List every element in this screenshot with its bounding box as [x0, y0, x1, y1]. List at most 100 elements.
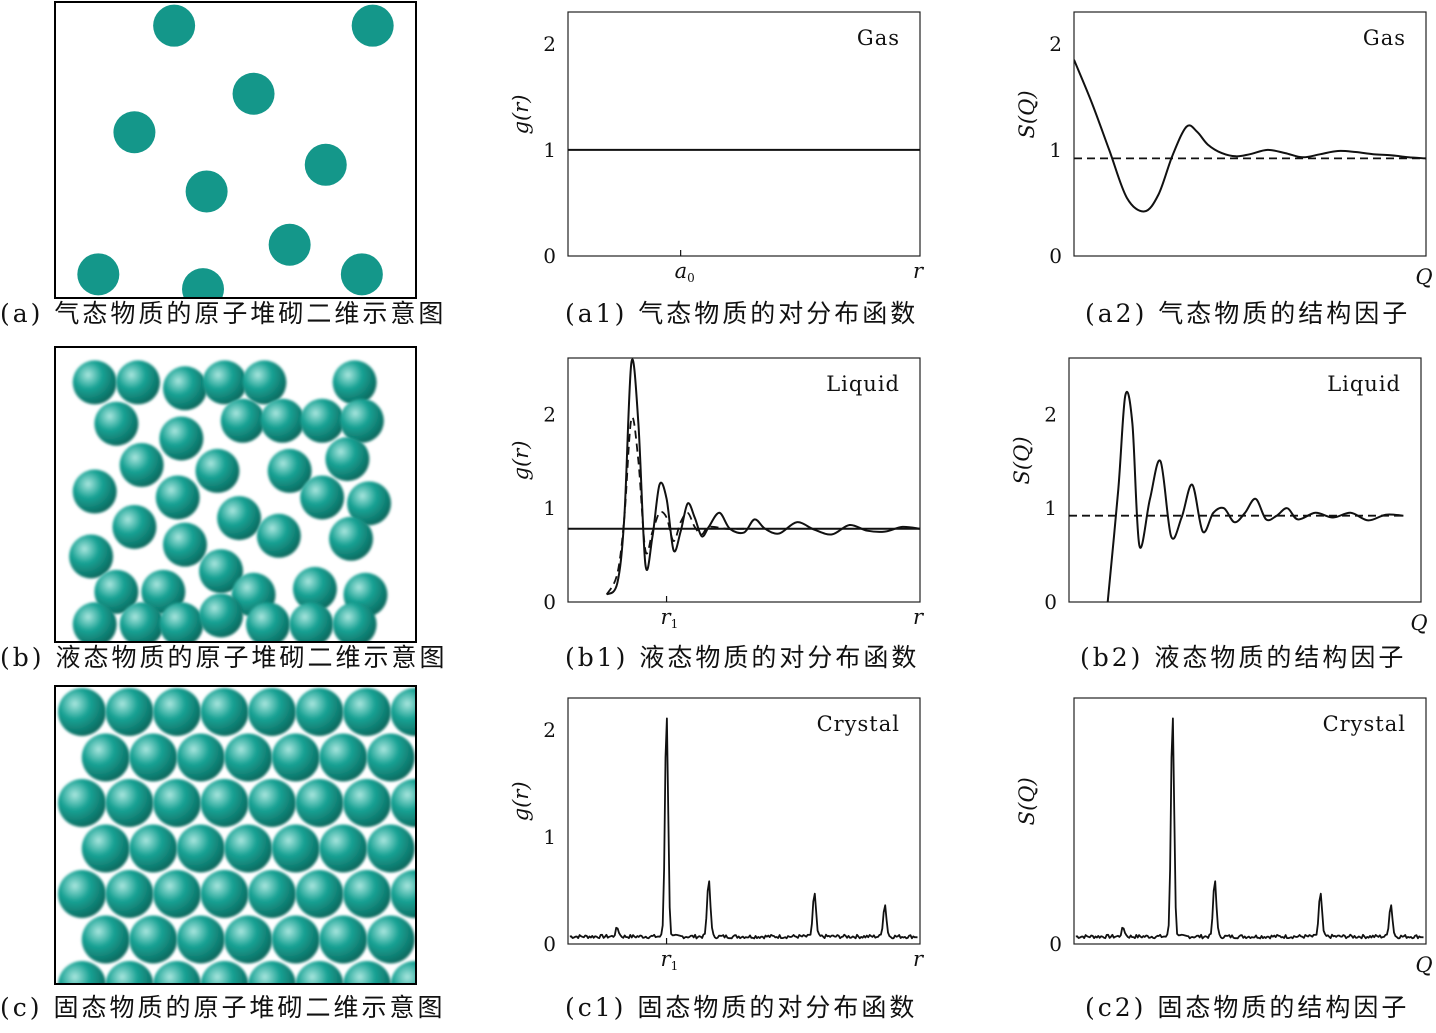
atom — [162, 522, 207, 567]
atom — [141, 569, 186, 614]
x-axis-label: Q — [1415, 265, 1432, 289]
atom — [271, 733, 320, 782]
atom — [200, 961, 249, 983]
atom — [366, 824, 415, 873]
series-line-0 — [1075, 717, 1424, 940]
atom — [69, 534, 114, 579]
atom — [245, 602, 290, 641]
y-axis-label: S(Q) — [1015, 90, 1039, 138]
chart-caption: (a1) 气态物质的对分布函数 — [565, 299, 918, 328]
atom — [271, 915, 320, 964]
atom — [390, 961, 415, 983]
atom — [162, 366, 207, 411]
series-line-0 — [1074, 59, 1426, 213]
atom — [153, 688, 201, 736]
atom — [260, 398, 305, 443]
atom — [112, 504, 157, 549]
series-line-1 — [605, 416, 745, 595]
atom — [242, 360, 287, 405]
atom — [153, 4, 196, 47]
atom — [119, 602, 164, 641]
atom — [119, 443, 164, 487]
atom — [58, 688, 106, 736]
charts-layer: 012g(r)ra0Gas012S(Q)QGas012g(r)rr1Liquid… — [509, 11, 1433, 977]
series-line-0 — [1106, 390, 1404, 602]
atom — [113, 111, 156, 154]
chart-a2: 0 1 2 S(Q) Q Gas — [1015, 11, 1433, 289]
y-tick-label: 0 — [543, 244, 556, 268]
atom — [72, 602, 117, 641]
atom — [105, 779, 154, 827]
chart-c1: 0 1 2 g(r) r r1 Crystal — [509, 697, 925, 973]
atom — [343, 688, 391, 736]
x-axis-label: r — [913, 605, 925, 629]
atom — [343, 961, 391, 983]
y-tick-label: 0 — [543, 590, 556, 614]
atom — [105, 688, 154, 736]
atom — [159, 416, 204, 461]
atom — [232, 72, 275, 115]
atom — [332, 360, 377, 405]
chart-title: Liquid — [826, 372, 900, 396]
y-tick-label: 0 — [1049, 932, 1062, 956]
chart-b1: 0 1 2 g(r) r r1 Liquid — [509, 357, 925, 631]
atom — [200, 779, 249, 827]
atom — [300, 475, 345, 520]
atom — [295, 779, 344, 827]
atom — [304, 143, 347, 186]
x-axis-label: r — [913, 947, 925, 971]
y-tick-label: 1 — [543, 138, 556, 162]
atom — [153, 870, 201, 918]
y-tick-label: 1 — [543, 825, 556, 849]
atom-panel-frame — [54, 1, 417, 299]
atom — [390, 870, 415, 918]
atom — [289, 602, 334, 641]
x-axis-label: r — [913, 259, 925, 283]
atom — [202, 360, 247, 405]
y-axis-label: g(r) — [509, 441, 533, 481]
plot-frame — [567, 697, 921, 945]
y-tick-label: 1 — [1049, 138, 1062, 162]
atom-panel-b — [54, 346, 417, 643]
atom — [292, 566, 337, 611]
chart-title: Gas — [1363, 26, 1406, 50]
panel-caption: (b) 液态物质的原子堆砌二维示意图 — [0, 643, 447, 672]
atom — [343, 779, 391, 827]
x-axis-label: Q — [1410, 611, 1427, 635]
y-tick-label: 2 — [543, 402, 556, 426]
atom — [176, 824, 225, 873]
atom — [105, 961, 154, 983]
atom — [176, 915, 225, 964]
y-axis-label: g(r) — [509, 781, 533, 821]
panel-caption: (a) 气态物质的原子堆砌二维示意图 — [0, 299, 446, 328]
atom — [224, 733, 273, 782]
y-tick-label: 0 — [1049, 244, 1062, 268]
x-axis-label: Q — [1415, 953, 1432, 977]
y-tick-label: 2 — [1044, 402, 1057, 426]
atom — [366, 733, 415, 782]
atom — [129, 915, 178, 964]
atom — [200, 870, 249, 918]
y-tick-label: 2 — [1049, 32, 1062, 56]
atom — [332, 602, 377, 641]
atom — [366, 915, 415, 964]
chart-caption: (a2) 气态物质的结构因子 — [1085, 299, 1410, 328]
y-tick-label: 2 — [543, 32, 556, 56]
y-tick-label: 1 — [543, 496, 556, 520]
atom-panels-layer — [54, 1, 417, 985]
atom — [94, 569, 139, 614]
atom — [72, 360, 117, 405]
atom — [195, 448, 240, 493]
chart-b2: 0 1 2 S(Q) Q Liquid — [1010, 357, 1428, 635]
atom — [295, 870, 344, 918]
chart-title: Crystal — [1323, 712, 1406, 736]
plot-frame — [1068, 357, 1422, 603]
atom — [58, 961, 106, 983]
y-tick-label: 0 — [543, 932, 556, 956]
atom — [200, 688, 249, 736]
atom — [81, 915, 130, 964]
atom — [343, 870, 391, 918]
plot-frame — [1073, 11, 1427, 257]
atom — [185, 170, 228, 213]
